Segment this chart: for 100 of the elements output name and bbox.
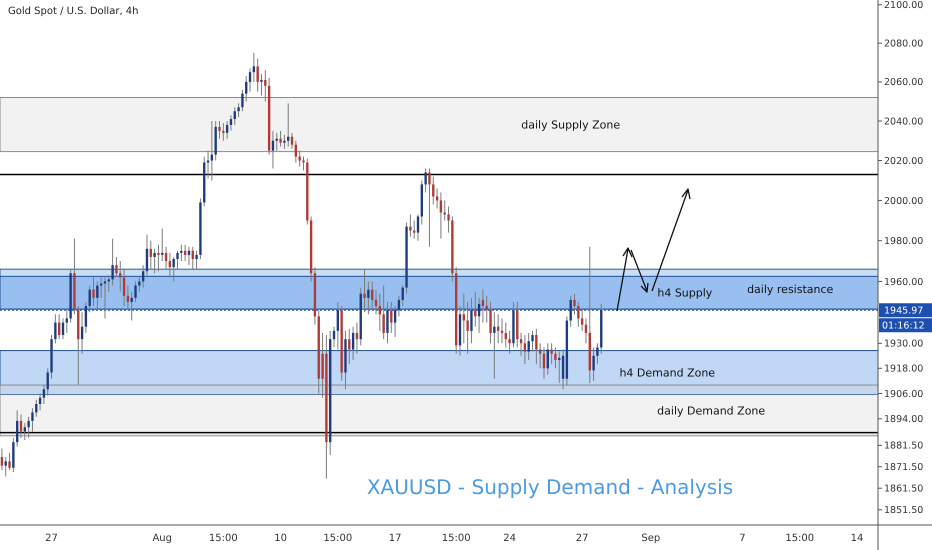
candlestick <box>115 256 118 278</box>
candlestick <box>283 134 286 150</box>
y-tick-label: 1980.00 <box>884 236 924 248</box>
x-tick-label: 17 <box>388 533 402 544</box>
candlestick <box>279 130 282 148</box>
candlestick <box>35 399 38 418</box>
candlestick <box>38 392 42 411</box>
x-tick-label: 14 <box>850 533 864 544</box>
y-tick-label: 1894.00 <box>884 414 924 426</box>
x-tick-label: 15:00 <box>785 533 814 544</box>
candlestick <box>108 274 110 292</box>
y-tick-label: 1871.50 <box>884 462 924 474</box>
candlestick <box>264 70 266 102</box>
candlestick <box>276 132 278 152</box>
candlestick <box>409 214 412 238</box>
candlestick <box>150 240 152 270</box>
x-tick-label: 24 <box>503 533 516 544</box>
candlestick <box>474 291 476 328</box>
candlestick <box>371 280 374 311</box>
candlestick <box>126 285 130 311</box>
candlestick <box>577 301 580 328</box>
candlestick <box>570 295 572 328</box>
y-tick-label: 2080.00 <box>884 38 924 50</box>
candlestick <box>80 312 84 354</box>
x-tick-label: 27 <box>45 533 58 544</box>
text: 01:16:12 <box>882 320 925 332</box>
candlestick <box>42 384 46 405</box>
y-tick-label: 1960.00 <box>884 276 924 288</box>
candlestick <box>466 301 469 354</box>
candlestick <box>363 268 366 313</box>
candlestick <box>508 330 511 354</box>
candlestick <box>66 310 68 334</box>
candlestick <box>348 328 350 365</box>
y-tick-label: 2020.00 <box>884 156 924 167</box>
candlestick <box>184 244 186 262</box>
candlestick <box>504 322 507 348</box>
candlestick <box>161 228 164 262</box>
candlestick <box>298 150 301 167</box>
candlestick <box>138 276 141 292</box>
candlestick <box>538 342 542 369</box>
candlestick <box>88 285 91 313</box>
candlestick <box>550 342 553 365</box>
candlestick <box>142 264 144 288</box>
candlestick <box>245 76 248 102</box>
candlestick <box>462 293 465 344</box>
ref-line-label: 1945.97 <box>884 306 924 317</box>
candlestick <box>486 295 488 324</box>
candlestick <box>535 328 538 365</box>
candlestick <box>596 342 599 365</box>
band-label: daily resistance <box>747 283 834 296</box>
candlestick <box>180 244 183 262</box>
y-tick-label: 1861.50 <box>884 484 924 495</box>
y-tick-label: 1930.00 <box>884 338 924 350</box>
candlestick <box>111 238 114 286</box>
candlestick <box>4 456 7 477</box>
candlestick <box>234 106 236 126</box>
candlestick <box>0 448 4 470</box>
candlestick <box>287 102 290 148</box>
candlestick <box>237 102 240 118</box>
candlestick <box>424 168 427 193</box>
candlestick <box>24 422 26 441</box>
candlestick <box>592 346 595 382</box>
candlestick <box>436 188 438 209</box>
annotation: XAUUSD - Supply Demand - Analysis <box>366 475 734 499</box>
candlestick <box>222 122 224 142</box>
candlestick <box>394 306 396 338</box>
candlestick <box>554 346 557 369</box>
y-tick-label: 1881.50 <box>884 440 924 452</box>
y-tick-label: 1918.00 <box>884 364 924 375</box>
x-tick-label: Aug <box>152 533 172 544</box>
candlestick <box>157 244 160 272</box>
candlestick <box>153 248 156 274</box>
y-tick-label: 2060.00 <box>884 77 924 88</box>
candlestick <box>520 332 522 356</box>
candlestick <box>352 326 354 360</box>
candlestick <box>390 301 392 334</box>
candlestick <box>96 280 99 311</box>
candlestick <box>100 276 102 298</box>
candlestick <box>336 301 340 350</box>
candlestick <box>493 312 496 380</box>
candlestick <box>256 58 259 92</box>
candlestick <box>496 314 500 344</box>
candlestick <box>16 410 18 447</box>
candlestick <box>580 310 584 332</box>
y-tick-label: 2000.00 <box>884 196 924 207</box>
candlestick <box>130 291 133 322</box>
candlestick <box>413 220 416 240</box>
candlestick <box>440 192 442 240</box>
candlestick <box>528 332 530 360</box>
candlestick <box>546 342 549 376</box>
y-tick-label: 1906.00 <box>884 388 924 400</box>
candlestick <box>119 260 122 292</box>
candlestick <box>382 285 385 340</box>
candlestick <box>294 140 298 164</box>
candlestick <box>226 120 228 140</box>
candlestick <box>378 293 382 332</box>
candlestick <box>210 120 214 181</box>
candlestick <box>558 351 560 384</box>
x-tick-label: 15:00 <box>442 533 471 544</box>
candlestick <box>252 52 256 82</box>
